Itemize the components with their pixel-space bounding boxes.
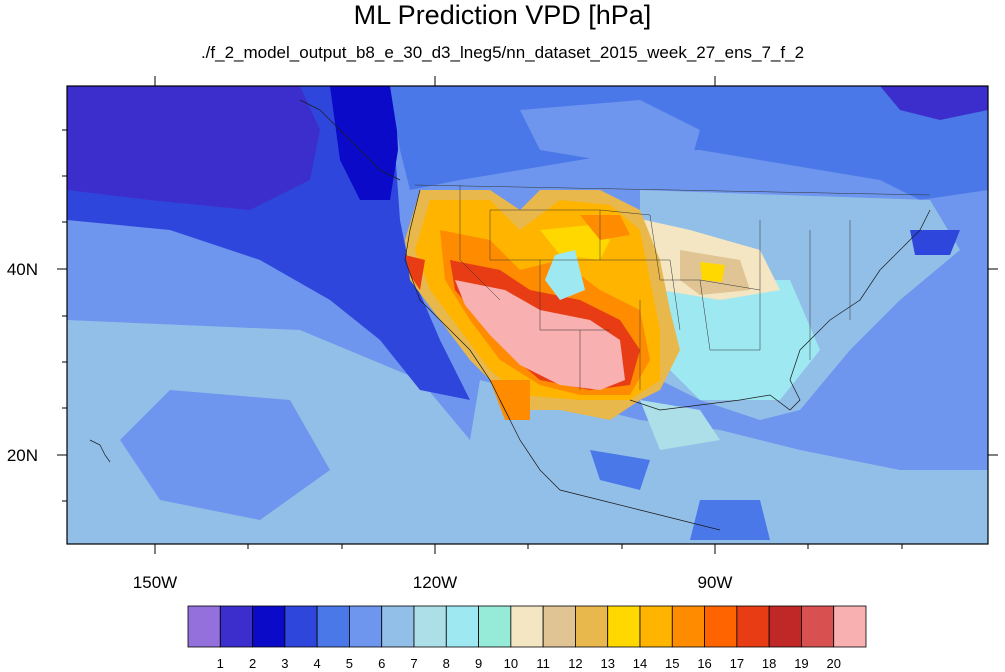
map-subtitle: ./f_2_model_output_b8_e_30_d3_lneg5/nn_d… bbox=[200, 43, 805, 62]
lat-tick-20n: 20N bbox=[7, 446, 38, 465]
colorbar-label: 5 bbox=[346, 656, 353, 671]
desert-max bbox=[455, 280, 625, 390]
colorbar-swatch bbox=[252, 605, 286, 648]
colorbar-label: 11 bbox=[536, 656, 550, 671]
hudson-minimum bbox=[880, 86, 988, 120]
colorbar-swatch bbox=[639, 605, 673, 648]
colorbar-label: 16 bbox=[697, 656, 711, 671]
state-borders bbox=[414, 184, 931, 390]
coastlines bbox=[89, 99, 931, 531]
colorbar-swatch bbox=[187, 605, 221, 648]
colorbar-label: 17 bbox=[730, 656, 744, 671]
colorbar-swatch bbox=[575, 605, 609, 648]
colorbar-swatch bbox=[704, 605, 738, 648]
colorbar-swatch bbox=[542, 605, 576, 648]
colorbar-label: 8 bbox=[443, 656, 450, 671]
colorbar-label: 19 bbox=[794, 656, 808, 671]
colorbar-label: 2 bbox=[249, 656, 256, 671]
colorbar-swatch bbox=[349, 605, 383, 648]
tick-marks bbox=[57, 76, 998, 554]
vpd-field bbox=[67, 86, 988, 544]
california-coast-hot bbox=[405, 255, 425, 290]
illinois-max bbox=[700, 262, 725, 282]
colorbar-swatch bbox=[607, 605, 641, 648]
map-title: ML Prediction VPD [hPa] bbox=[353, 0, 652, 30]
colorbar-label: 7 bbox=[410, 656, 417, 671]
colorbar-label: 9 bbox=[475, 656, 482, 671]
colorbar-swatch bbox=[316, 605, 350, 648]
colorbar-label: 20 bbox=[826, 656, 840, 671]
coastal-minimum bbox=[330, 86, 398, 200]
lon-tick-120w: 120W bbox=[413, 573, 457, 592]
gulf-of-alaska-minimum bbox=[67, 86, 320, 210]
central-america-moist bbox=[690, 500, 770, 540]
colorbar-label: 12 bbox=[568, 656, 582, 671]
northeast-minimum bbox=[910, 230, 960, 255]
colorbar-label: 18 bbox=[762, 656, 776, 671]
colorbar-swatch bbox=[478, 605, 512, 648]
colorbar-swatch bbox=[671, 605, 705, 648]
colorbar-swatch bbox=[445, 605, 479, 648]
lat-tick-40n: 40N bbox=[7, 260, 38, 279]
colorbar-label: 15 bbox=[665, 656, 679, 671]
colorbar-label: 13 bbox=[600, 656, 614, 671]
colorbar-label: 6 bbox=[378, 656, 385, 671]
colorbar-swatch bbox=[801, 605, 835, 648]
colorbar-label: 1 bbox=[217, 656, 224, 671]
colorbar-swatch bbox=[381, 605, 415, 648]
colorbar-swatch bbox=[736, 605, 770, 648]
colorbar-label: 4 bbox=[314, 656, 321, 671]
colorbar-swatch bbox=[219, 605, 253, 648]
colorbar-swatch bbox=[510, 605, 544, 648]
canada-moist-patch bbox=[520, 100, 700, 165]
mexico-caribbean bbox=[470, 380, 988, 544]
wyoming-patch bbox=[540, 225, 610, 260]
colorbar: 1 2 3 4 5 6 7 8 9 10 11 12 13 14 15 16 17 18 19 20 bbox=[187, 605, 867, 671]
colorbar-swatch bbox=[768, 605, 802, 648]
colorbar-swatch bbox=[284, 605, 318, 648]
rockies-cool-patch bbox=[545, 250, 585, 300]
colorbar-label: 10 bbox=[504, 656, 518, 671]
lon-tick-90w: 90W bbox=[698, 573, 733, 592]
hawaii-region bbox=[75, 440, 125, 470]
baja-hot bbox=[490, 380, 530, 420]
colorbar-label: 14 bbox=[633, 656, 647, 671]
southeast-us bbox=[660, 280, 820, 400]
lon-tick-150w: 150W bbox=[133, 573, 177, 592]
colorbar-swatch bbox=[413, 605, 447, 648]
mexico-moist-patch bbox=[590, 450, 650, 490]
dakota-hotspot bbox=[580, 215, 630, 240]
colorbar-swatch bbox=[833, 605, 867, 648]
pacific-moist-patch bbox=[120, 390, 330, 520]
colorbar-label: 3 bbox=[281, 656, 288, 671]
gulf-patch bbox=[640, 400, 720, 450]
